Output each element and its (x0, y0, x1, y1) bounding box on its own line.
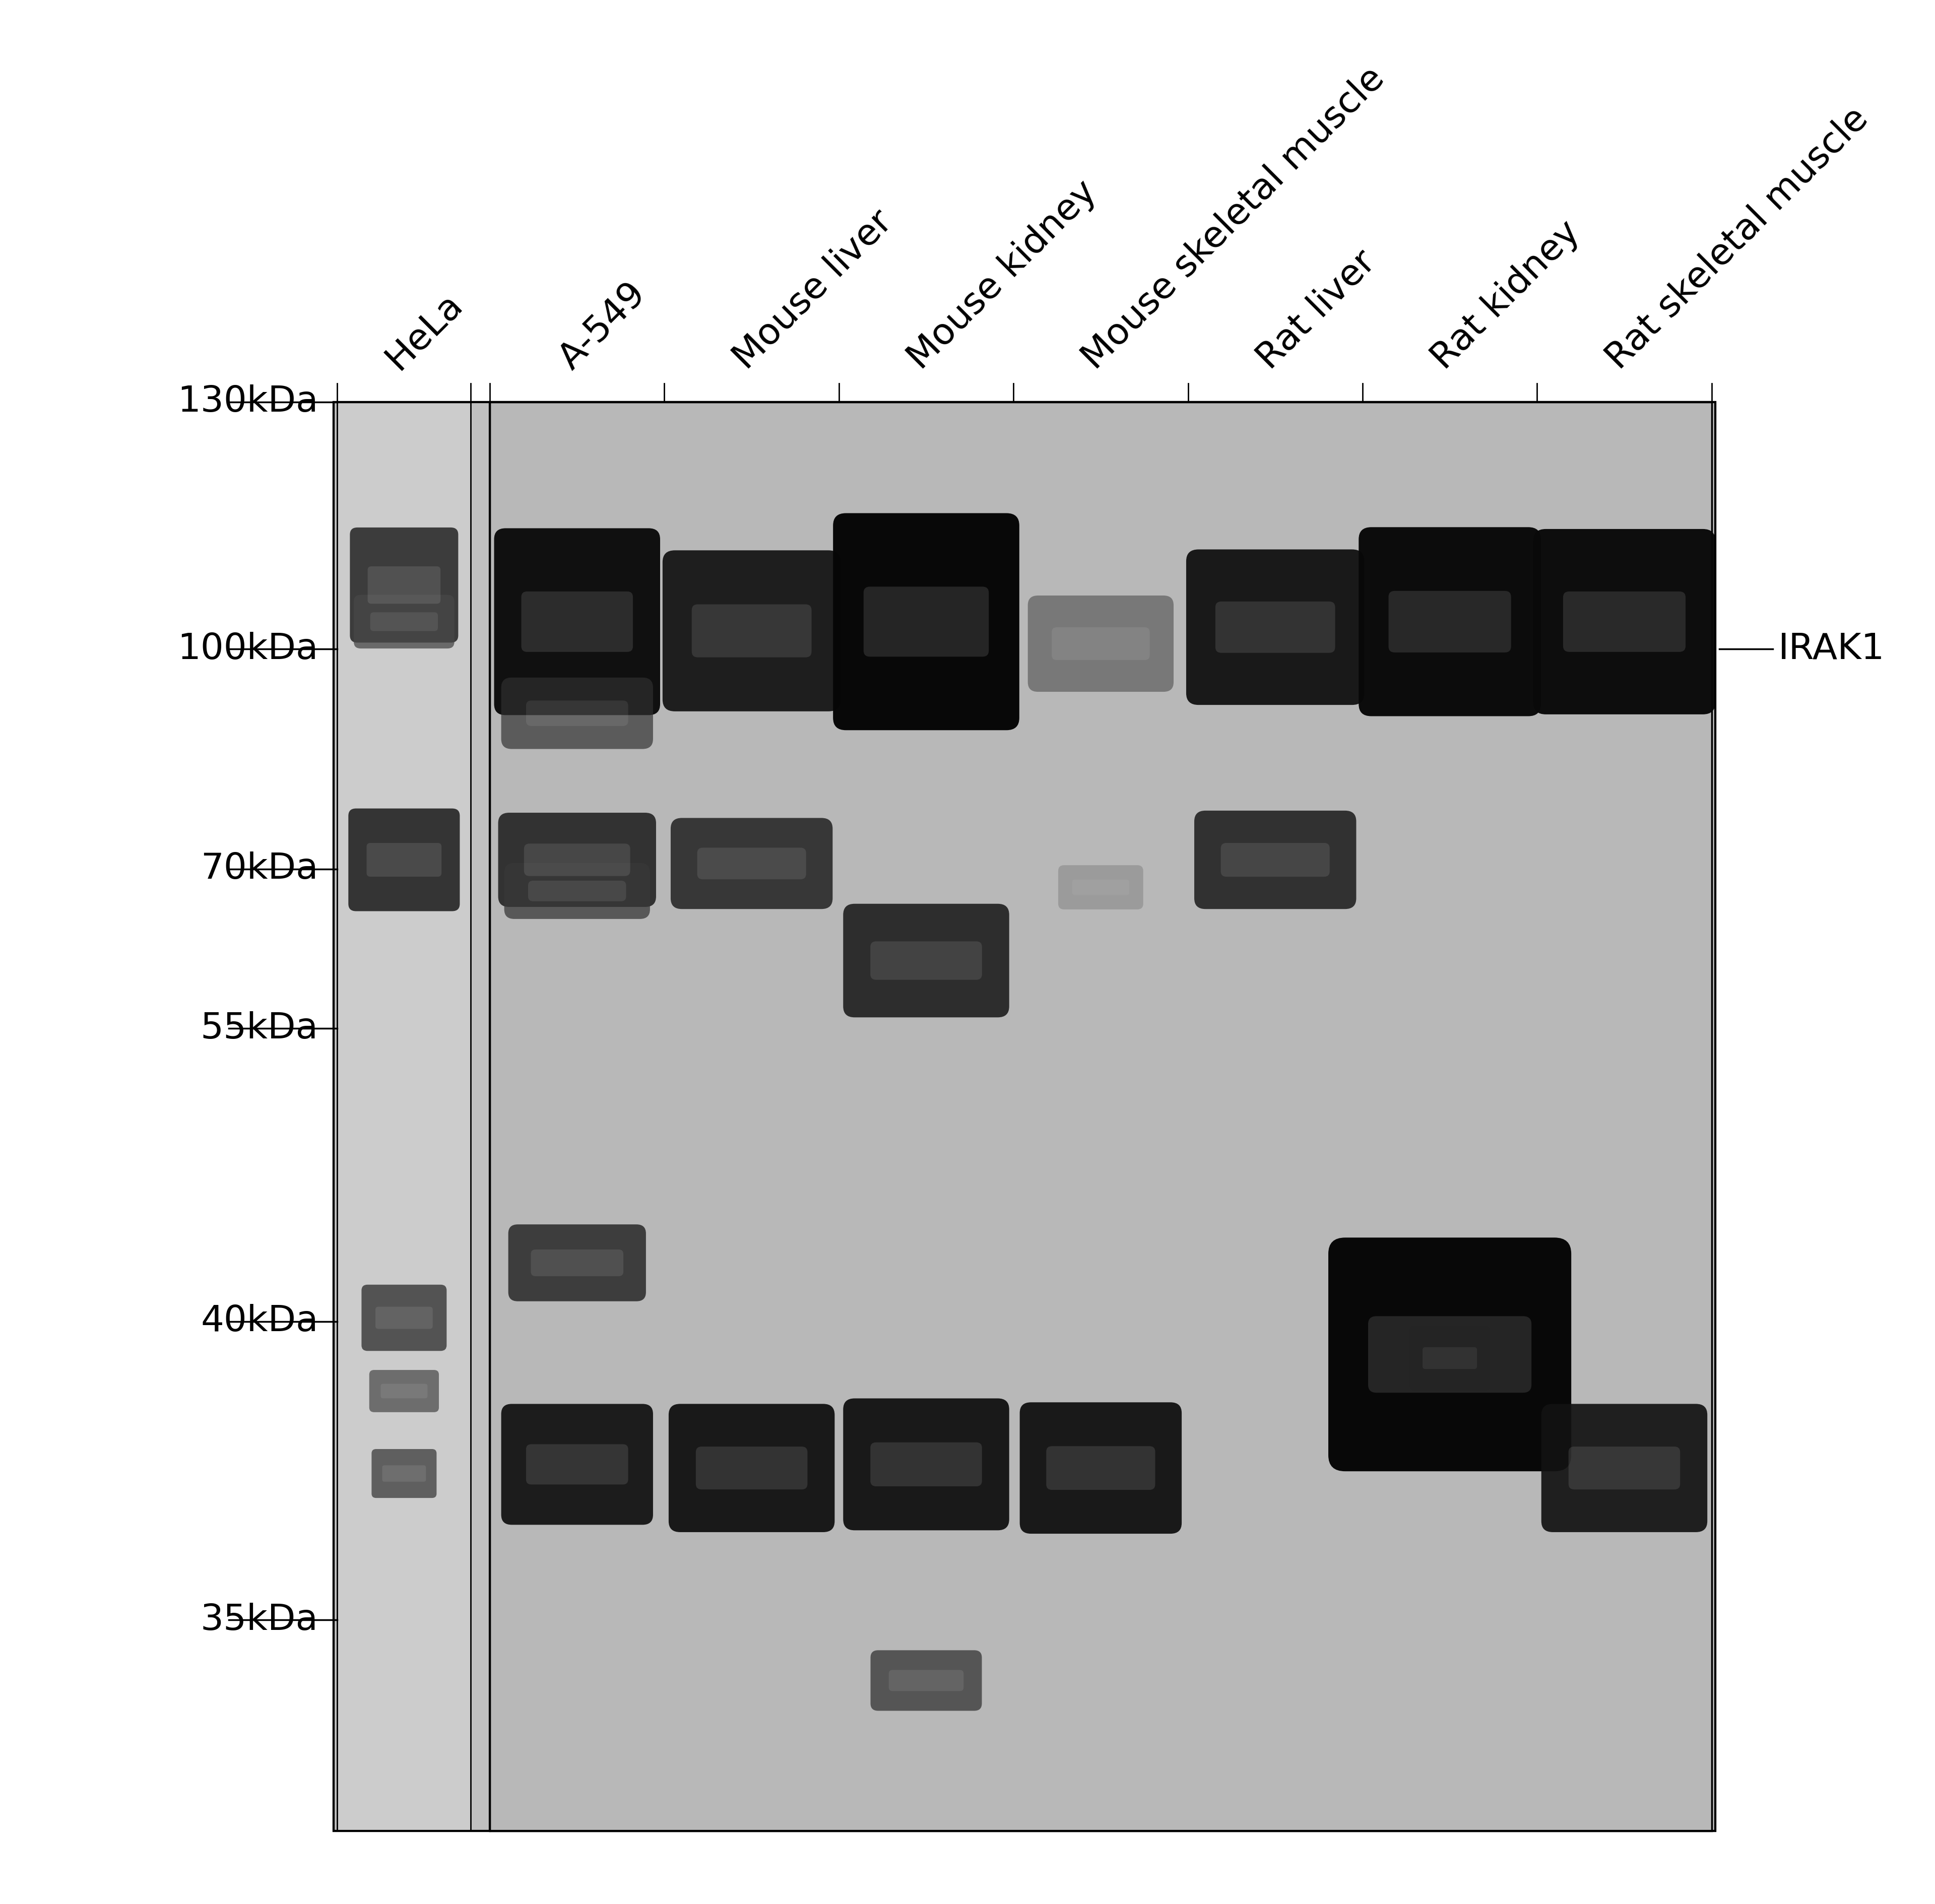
Text: A-549: A-549 (553, 276, 652, 377)
FancyBboxPatch shape (524, 843, 631, 876)
FancyBboxPatch shape (526, 1445, 629, 1485)
FancyBboxPatch shape (362, 1285, 447, 1352)
FancyBboxPatch shape (671, 819, 832, 908)
FancyBboxPatch shape (1047, 1447, 1155, 1489)
FancyBboxPatch shape (1215, 602, 1335, 653)
FancyBboxPatch shape (1058, 864, 1144, 910)
FancyBboxPatch shape (497, 813, 656, 906)
FancyBboxPatch shape (1027, 596, 1175, 691)
Text: 70kDa: 70kDa (201, 851, 317, 887)
FancyBboxPatch shape (366, 843, 441, 876)
FancyBboxPatch shape (521, 592, 633, 651)
FancyBboxPatch shape (372, 1449, 437, 1498)
Text: Mouse skeletal muscle: Mouse skeletal muscle (1076, 61, 1391, 377)
FancyBboxPatch shape (370, 1371, 439, 1413)
FancyBboxPatch shape (691, 604, 811, 657)
FancyBboxPatch shape (509, 1224, 646, 1300)
FancyBboxPatch shape (354, 594, 455, 649)
Text: 55kDa: 55kDa (201, 1011, 317, 1045)
FancyBboxPatch shape (1327, 1238, 1571, 1472)
FancyBboxPatch shape (493, 527, 660, 716)
FancyBboxPatch shape (1542, 1403, 1707, 1533)
FancyBboxPatch shape (383, 1466, 426, 1481)
Text: Mouse kidney: Mouse kidney (902, 173, 1103, 377)
FancyBboxPatch shape (863, 586, 989, 657)
FancyBboxPatch shape (1422, 1348, 1476, 1369)
FancyBboxPatch shape (350, 527, 459, 642)
FancyBboxPatch shape (490, 402, 1712, 1832)
FancyBboxPatch shape (1020, 1403, 1182, 1535)
Text: IRAK1: IRAK1 (1778, 632, 1885, 666)
FancyBboxPatch shape (888, 1670, 964, 1691)
Text: Rat kidney: Rat kidney (1426, 215, 1587, 377)
FancyBboxPatch shape (1533, 529, 1716, 714)
FancyBboxPatch shape (348, 809, 461, 912)
FancyBboxPatch shape (1186, 550, 1364, 704)
FancyBboxPatch shape (1053, 626, 1149, 661)
FancyBboxPatch shape (526, 701, 629, 725)
FancyBboxPatch shape (1569, 1447, 1680, 1489)
FancyBboxPatch shape (528, 882, 627, 901)
FancyBboxPatch shape (871, 1443, 981, 1487)
FancyBboxPatch shape (1563, 592, 1685, 651)
FancyBboxPatch shape (375, 1306, 433, 1329)
FancyBboxPatch shape (871, 1651, 981, 1712)
Text: Rat liver: Rat liver (1250, 244, 1384, 377)
Text: HeLa: HeLa (379, 286, 470, 377)
FancyBboxPatch shape (1072, 880, 1130, 895)
FancyBboxPatch shape (844, 904, 1010, 1017)
Text: 35kDa: 35kDa (201, 1603, 317, 1637)
FancyBboxPatch shape (1409, 1325, 1490, 1392)
FancyBboxPatch shape (530, 1249, 623, 1276)
FancyBboxPatch shape (1389, 590, 1511, 653)
FancyBboxPatch shape (333, 402, 1716, 1832)
FancyBboxPatch shape (1194, 811, 1356, 908)
FancyBboxPatch shape (505, 863, 650, 920)
Text: 100kDa: 100kDa (178, 632, 317, 666)
FancyBboxPatch shape (871, 941, 981, 981)
FancyBboxPatch shape (1221, 843, 1329, 876)
FancyBboxPatch shape (337, 402, 470, 1832)
FancyBboxPatch shape (834, 514, 1020, 731)
FancyBboxPatch shape (844, 1398, 1010, 1531)
FancyBboxPatch shape (670, 1403, 834, 1533)
FancyBboxPatch shape (662, 550, 840, 712)
Text: Mouse liver: Mouse liver (728, 204, 900, 377)
Text: 40kDa: 40kDa (201, 1304, 317, 1339)
FancyBboxPatch shape (697, 847, 807, 880)
Text: 130kDa: 130kDa (178, 385, 317, 419)
FancyBboxPatch shape (501, 678, 652, 748)
Text: Rat skeletal muscle: Rat skeletal muscle (1600, 101, 1875, 377)
FancyBboxPatch shape (381, 1384, 428, 1398)
FancyBboxPatch shape (368, 565, 441, 604)
FancyBboxPatch shape (1358, 527, 1540, 716)
FancyBboxPatch shape (697, 1447, 807, 1489)
FancyBboxPatch shape (501, 1403, 652, 1525)
FancyBboxPatch shape (1368, 1316, 1531, 1392)
FancyBboxPatch shape (370, 613, 437, 630)
